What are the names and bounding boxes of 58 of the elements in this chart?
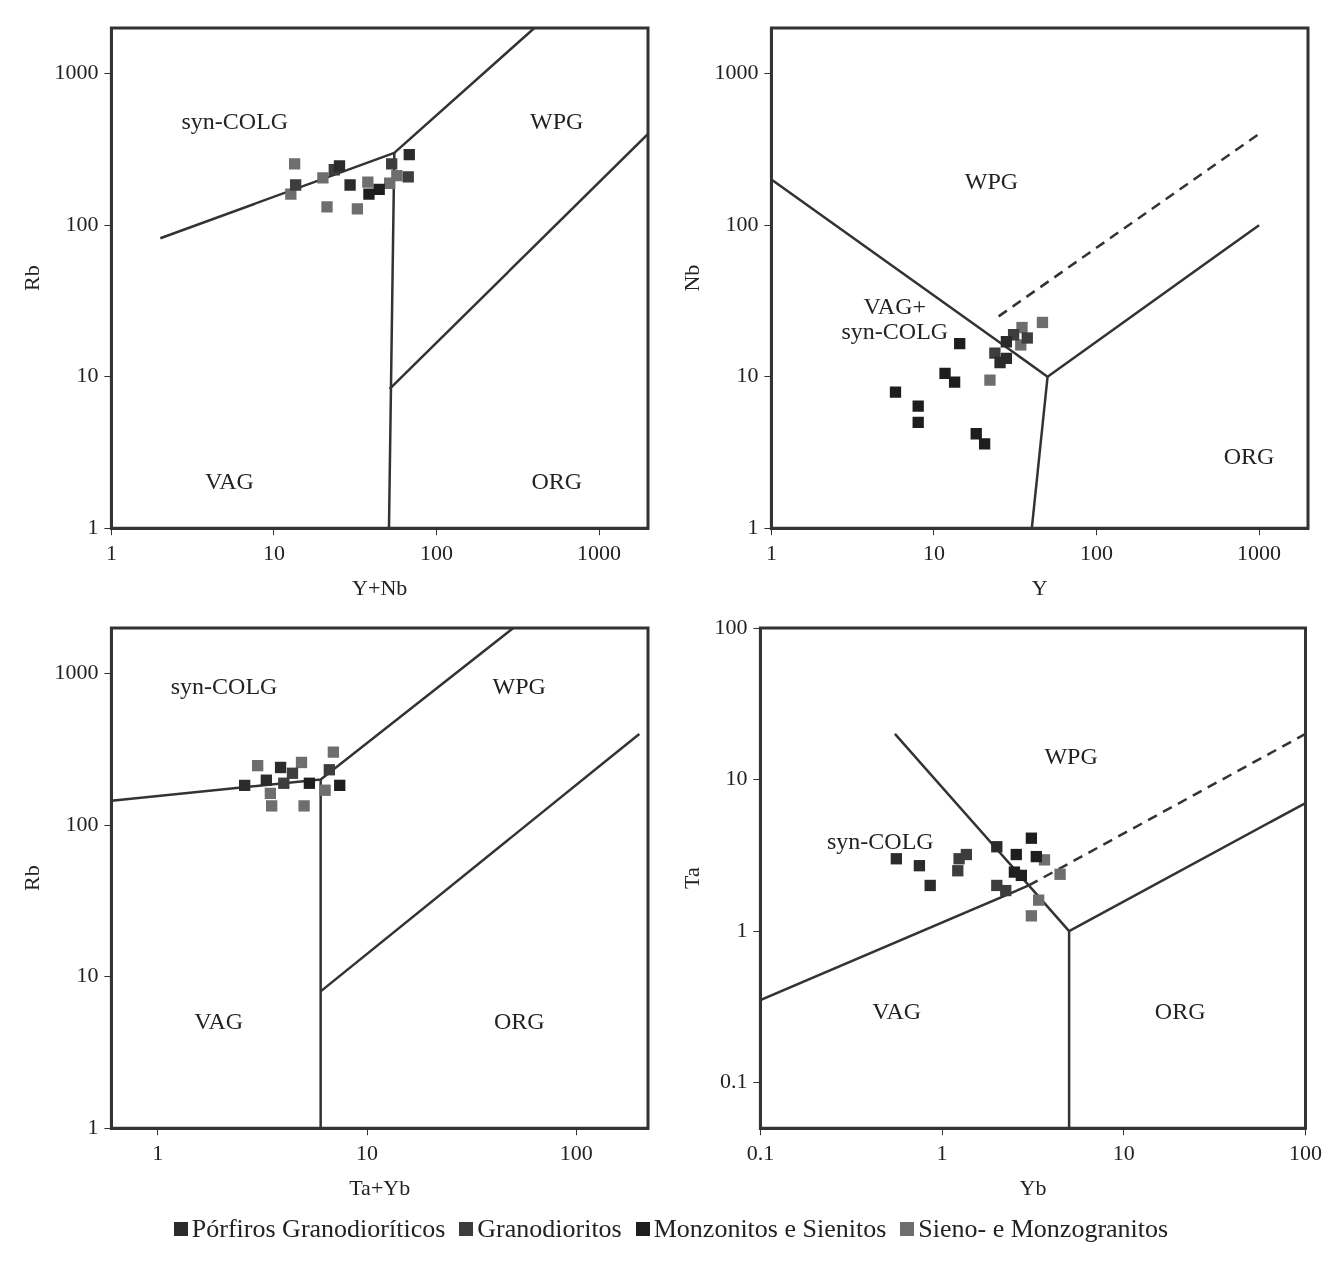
x-tick-label: 1000 (1237, 540, 1282, 566)
x-tick-label: 100 (559, 1140, 593, 1166)
annotation: syn-COLG (826, 828, 934, 855)
annotation: WPG (964, 168, 1019, 195)
y-axis-title: Ta (678, 867, 704, 889)
annotation: WPG (530, 108, 584, 135)
annotation: syn-COLG (841, 318, 949, 345)
x-tick-label: 10 (1112, 1140, 1135, 1166)
annotation: ORG (1154, 998, 1206, 1025)
x-axis-title: Ta+Yb (349, 1174, 411, 1200)
annotation: ORG (493, 1008, 545, 1035)
x-axis-title: Y (1031, 574, 1048, 600)
legend-label: Sieno- e Monzogranitos (918, 1214, 1169, 1244)
annotation: ORG (531, 468, 583, 495)
annotation: VAG+ (863, 293, 927, 320)
y-tick-label: 1 (87, 1113, 99, 1139)
y-tick-label: 0.1 (719, 1068, 748, 1094)
annotation: syn-COLG (181, 108, 289, 135)
y-tick-label: 10 (76, 362, 99, 388)
annotation: WPG (492, 673, 546, 700)
x-tick-label: 1 (765, 540, 777, 566)
y-tick-label: 10 (736, 362, 759, 388)
y-tick-label: 10 (725, 765, 748, 791)
x-tick-label: 1 (152, 1140, 164, 1166)
y-tick-label: 1000 (54, 659, 99, 685)
annotation: syn-COLG (170, 673, 278, 700)
annotation: VAG (194, 1008, 244, 1035)
x-tick-label: 1 (936, 1140, 948, 1166)
annotation: ORG (1223, 443, 1275, 470)
y-tick-label: 100 (725, 210, 759, 236)
y-axis-title: Nb (678, 264, 704, 292)
annotation: VAG (205, 468, 254, 495)
y-axis-title: Rb (18, 865, 44, 891)
x-tick-label: 10 (356, 1140, 379, 1166)
y-axis-title: Rb (18, 265, 44, 291)
y-tick-label: 10 (76, 962, 99, 988)
x-tick-label: 1000 (577, 540, 622, 566)
y-tick-label: 1 (87, 513, 99, 539)
x-tick-label: 100 (1080, 540, 1114, 566)
annotation: WPG (1044, 743, 1098, 770)
y-tick-label: 100 (714, 613, 748, 639)
x-tick-label: 10 (262, 540, 285, 566)
y-tick-label: 1000 (54, 59, 99, 85)
y-tick-label: 100 (65, 810, 99, 836)
legend-label: Pórfiros Granodioríticos (191, 1214, 446, 1244)
x-tick-label: 100 (1289, 1140, 1322, 1166)
annotation: VAG (872, 998, 922, 1025)
x-tick-label: 10 (922, 540, 945, 566)
x-axis-title: Yb (1019, 1174, 1047, 1200)
y-tick-label: 1 (747, 513, 759, 539)
y-tick-label: 100 (65, 210, 99, 236)
legend-label: Granodioritos (477, 1214, 622, 1244)
x-tick-label: 100 (420, 540, 454, 566)
y-tick-label: 1 (736, 916, 748, 942)
x-axis-title: Y+Nb (352, 574, 408, 600)
legend-label: Monzonitos e Sienitos (653, 1214, 887, 1244)
x-tick-label: 1 (105, 540, 117, 566)
y-tick-label: 1000 (714, 59, 759, 85)
